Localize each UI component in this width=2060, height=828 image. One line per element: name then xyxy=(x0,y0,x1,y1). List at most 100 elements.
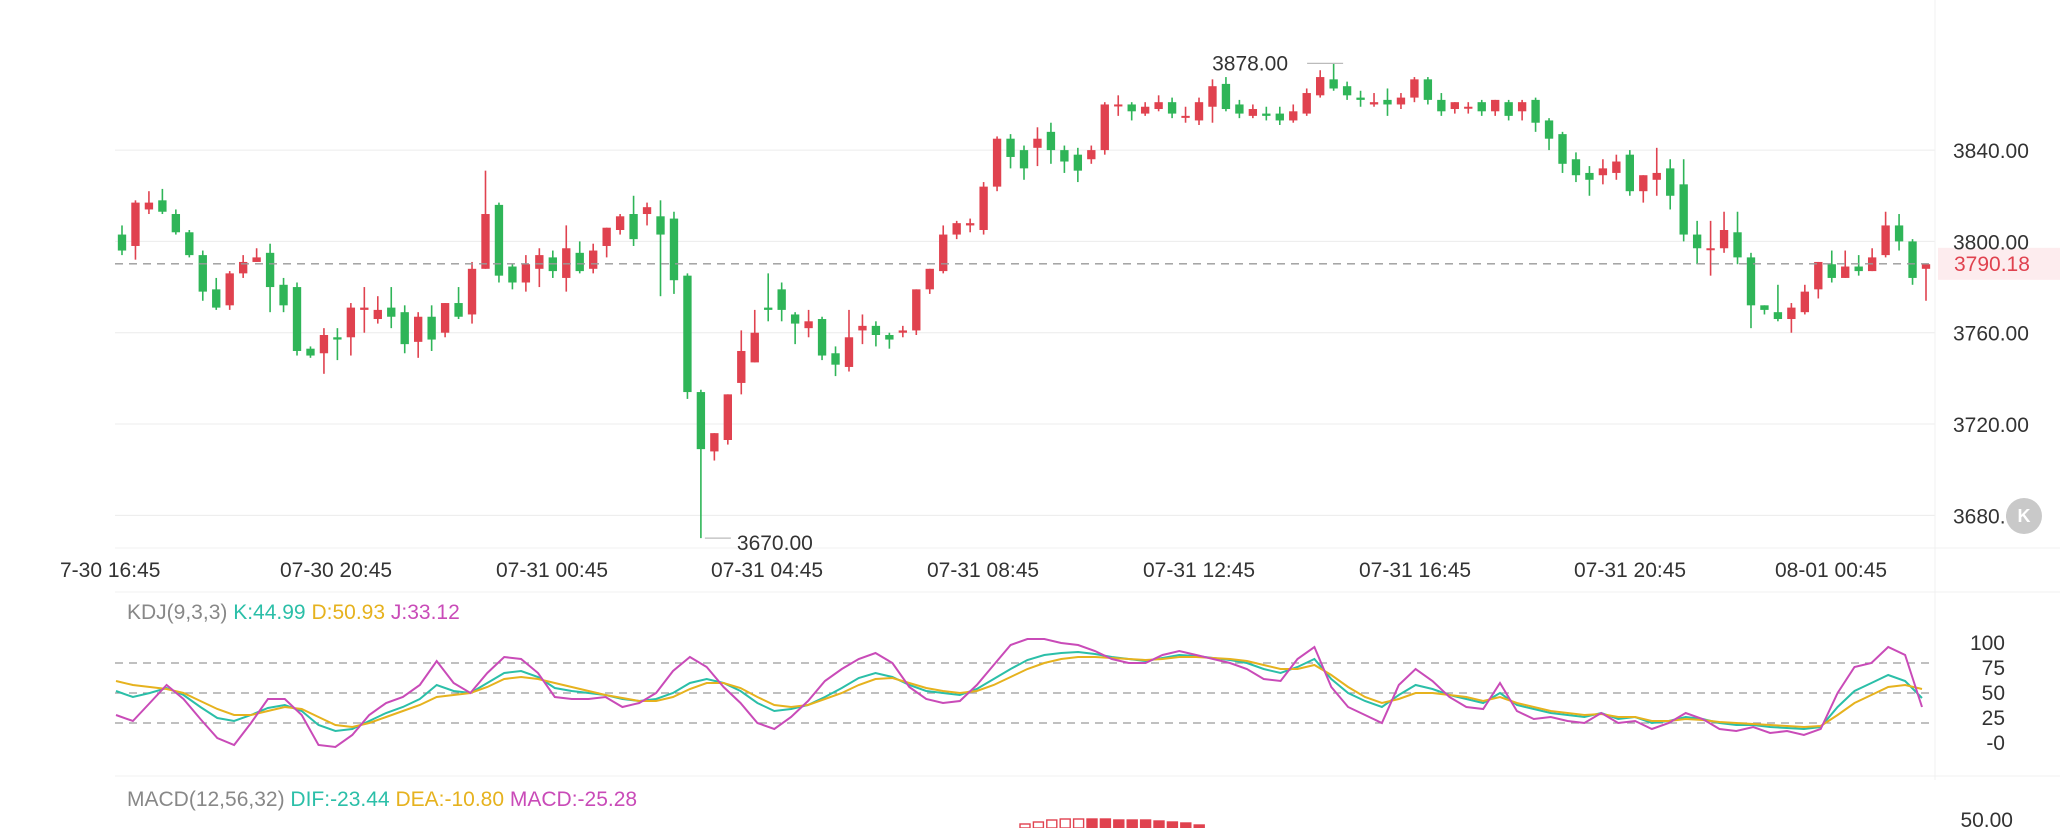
candle-body xyxy=(575,252,584,272)
candle xyxy=(844,309,854,372)
candle xyxy=(494,202,504,283)
candle-body xyxy=(1491,99,1500,112)
candle xyxy=(333,328,342,361)
candle-body xyxy=(158,200,167,212)
candle-body xyxy=(481,214,490,269)
candle-body xyxy=(1423,79,1433,100)
candle-body xyxy=(696,392,706,450)
candle-body xyxy=(912,289,921,331)
macd-histogram-bar xyxy=(1099,818,1112,828)
candle-body xyxy=(1894,225,1904,242)
candle xyxy=(1544,118,1554,151)
candle xyxy=(1706,220,1715,276)
candle-body xyxy=(1612,161,1621,173)
candle-body xyxy=(1504,102,1513,116)
candle-body xyxy=(1746,257,1756,306)
candle-body xyxy=(1302,93,1311,114)
candle xyxy=(750,309,759,363)
macd-histogram-bar xyxy=(1046,819,1058,828)
candle xyxy=(1760,305,1769,315)
candle xyxy=(1356,90,1365,107)
macd-panel: 50.00 xyxy=(1019,809,2013,828)
candle xyxy=(1477,99,1486,116)
candle xyxy=(1491,99,1500,116)
candle-body xyxy=(1019,150,1029,169)
candle xyxy=(467,261,477,324)
candle xyxy=(589,243,598,274)
candle-body xyxy=(1773,312,1783,320)
candle-body xyxy=(737,350,746,383)
candle xyxy=(144,191,154,215)
candle-body xyxy=(831,353,840,365)
candle xyxy=(683,273,692,399)
candle xyxy=(1625,150,1634,196)
candle xyxy=(1746,252,1756,329)
k-button[interactable]: K xyxy=(2006,498,2042,534)
candle xyxy=(912,289,921,335)
candle xyxy=(508,264,517,290)
candle-body xyxy=(1410,79,1419,98)
candle-body xyxy=(212,289,221,308)
candle-body xyxy=(858,325,867,331)
candle xyxy=(427,305,436,351)
candle-body xyxy=(1383,99,1392,105)
candle-body xyxy=(467,268,477,315)
price-tick-label: 3760.00 xyxy=(1953,323,2029,346)
candle xyxy=(1302,88,1311,116)
candle-body xyxy=(804,321,813,329)
candle xyxy=(1666,159,1675,210)
candle xyxy=(1921,264,1931,301)
candle-body xyxy=(1908,241,1917,278)
price-tick-label: 3800.00 xyxy=(1953,231,2029,254)
candle xyxy=(212,277,221,310)
candle xyxy=(521,255,531,292)
candle xyxy=(1733,211,1742,265)
candle xyxy=(265,243,275,313)
candle-body xyxy=(131,202,140,246)
kdj-tick-label: 50 xyxy=(1982,682,2005,705)
candle xyxy=(642,202,652,226)
price-overlay: 3790.18 3878.00 3670.00 xyxy=(115,52,2060,555)
candle xyxy=(171,209,181,235)
candle xyxy=(629,195,638,246)
candle xyxy=(1100,102,1109,155)
time-x-axis: 7-30 16:45 07-30 20:45 07-31 00:45 07-31 04… xyxy=(60,559,1887,582)
candle xyxy=(979,182,988,235)
candle xyxy=(669,211,679,294)
candle xyxy=(1396,93,1406,110)
candles xyxy=(117,63,1931,539)
candle-body xyxy=(1356,97,1365,100)
macd-histogram-bar xyxy=(1180,822,1192,828)
candle xyxy=(1692,220,1702,265)
candle-body xyxy=(589,250,598,269)
candle-body xyxy=(817,319,827,356)
candle xyxy=(777,282,786,322)
candle xyxy=(1316,70,1325,98)
candle-body xyxy=(1800,291,1810,313)
candle xyxy=(965,218,975,233)
time-tick-label: 08-01 00:45 xyxy=(1775,559,1887,582)
macd-histogram-bar xyxy=(1113,819,1125,828)
candle xyxy=(1558,131,1567,173)
candle-body xyxy=(1221,83,1231,110)
candle-body xyxy=(1316,77,1325,96)
candle-body xyxy=(1087,150,1096,160)
kdj-tick-label: -0 xyxy=(1986,732,2005,755)
candle xyxy=(939,225,948,274)
candle-body xyxy=(979,186,988,230)
candle xyxy=(817,316,827,361)
macd-title: MACD(12,56,32) xyxy=(127,788,285,811)
candle-body xyxy=(939,234,948,272)
macd-histogram-bar xyxy=(1019,823,1031,828)
candle xyxy=(1033,127,1042,167)
candle xyxy=(131,200,140,260)
candle-body xyxy=(1517,102,1527,112)
candle-body xyxy=(238,261,248,274)
macd-histogram-bar xyxy=(1139,819,1152,828)
candle xyxy=(238,255,248,278)
candle-body xyxy=(1679,184,1688,235)
candle-body xyxy=(1248,109,1258,116)
candle xyxy=(346,303,356,356)
